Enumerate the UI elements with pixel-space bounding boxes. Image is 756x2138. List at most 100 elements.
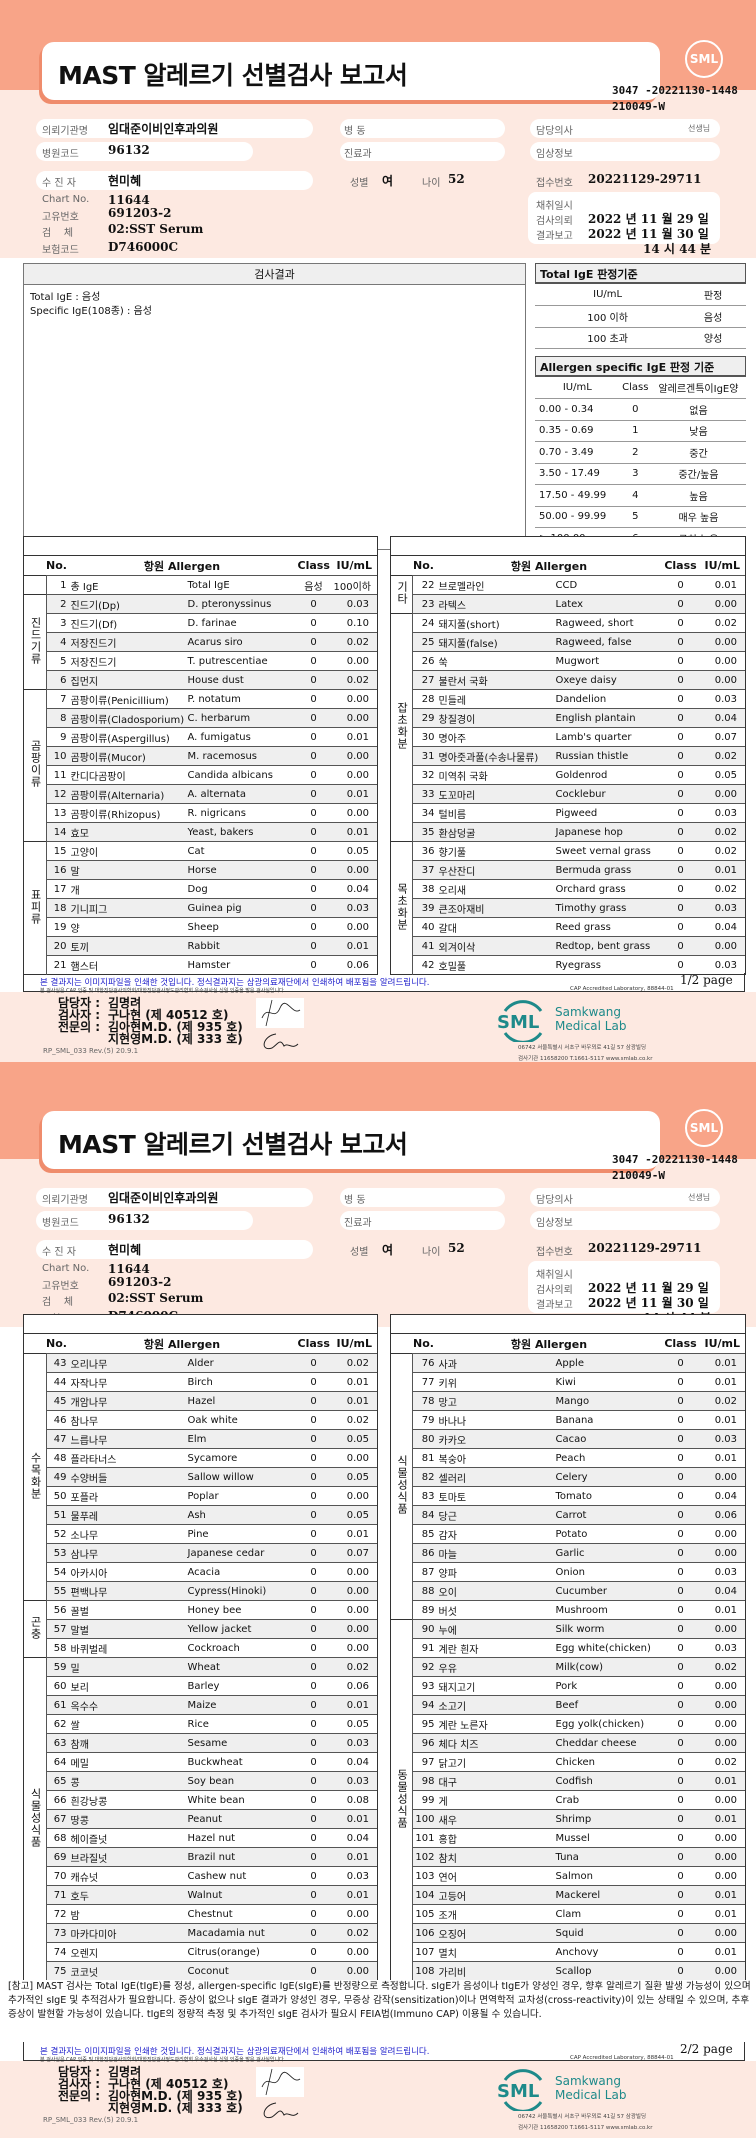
allergen-iu: 0.00 <box>331 708 379 728</box>
page-number: 1/2 page <box>680 973 733 987</box>
allergen-name-en: Maize <box>183 1695 296 1715</box>
allergen-iu: 0.02 <box>699 613 747 633</box>
table-row: 54 아카시아 Acacia 0 0.00 <box>24 1562 379 1582</box>
allergen-name-ko: 멸치 <box>436 1942 552 1962</box>
allergen-name-en: Mushroom <box>551 1600 662 1620</box>
allergen-class: 0 <box>295 594 332 614</box>
table-row: 17 개 Dog 0 0.04 <box>24 879 379 899</box>
table-row: 94 소고기 Beef 0 0.00 <box>391 1695 747 1715</box>
allergen-name-en: Acarus siro <box>183 632 296 652</box>
table-row: 28 민들레 Dandelion 0 0.03 <box>391 689 747 709</box>
criteria-header: IU/mL <box>535 377 620 399</box>
column-header-allergen: 항원 Allergen <box>436 1333 662 1354</box>
allergen-no: 51 <box>46 1505 69 1525</box>
allergen-iu: 0.01 <box>331 727 379 747</box>
allergen-name-ko: 오리새 <box>436 879 552 899</box>
allergen-no: 19 <box>46 917 69 937</box>
allergen-no: 65 <box>46 1771 69 1791</box>
table-row: 99 게 Crab 0 0.00 <box>391 1790 747 1810</box>
table-row: 74 오렌지 Citrus(orange) 0 0.00 <box>24 1942 379 1962</box>
allergen-iu: 0.02 <box>331 1353 379 1373</box>
print-notice: 본 결과지는 이미지파일을 인쇄한 것입니다. 정식결과지는 삼광의료재단에서 … <box>40 978 430 988</box>
allergen-name-en: Pigweed <box>551 803 662 823</box>
table-row: 103 연어 Salmon 0 0.00 <box>391 1866 747 1886</box>
allergen-class: 0 <box>661 1372 700 1392</box>
allergen-iu: 0.00 <box>699 1714 747 1734</box>
table-row: 53 삼나무 Japanese cedar 0 0.07 <box>24 1543 379 1563</box>
allergen-name-en: T. putrescentiae <box>183 651 296 671</box>
allergen-name-en: Kiwi <box>551 1372 662 1392</box>
allergen-class: 0 <box>295 1448 332 1468</box>
allergen-name-en: Sallow willow <box>183 1467 296 1487</box>
allergen-name-ko: 고등어 <box>436 1885 552 1905</box>
table-row: 75 코코넛 Coconut 0 0.00 <box>24 1961 379 1981</box>
allergen-class: 0 <box>661 746 700 766</box>
allergen-iu: 0.01 <box>331 1809 379 1829</box>
allergen-no: 40 <box>412 917 437 937</box>
allergen-class: 0 <box>661 1638 700 1658</box>
allergen-name-en: Birch <box>183 1372 296 1392</box>
lab-name-line1: Samkwang <box>555 1005 621 1019</box>
allergen-iu: 0.02 <box>331 632 379 652</box>
allergen-no: 32 <box>412 765 437 785</box>
allergen-iu: 0.02 <box>331 1410 379 1430</box>
sex-label: 성별 <box>350 178 369 189</box>
allergen-name-en: Chestnut <box>183 1904 296 1924</box>
allergen-class: 0 <box>295 651 332 671</box>
allergen-class: 0 <box>661 1790 700 1810</box>
allergen-name-en: Russian thistle <box>551 746 662 766</box>
ward-field <box>340 119 505 138</box>
allergen-iu: 0.00 <box>699 1790 747 1810</box>
allergen-no: 7 <box>46 689 69 709</box>
allergen-iu: 0.01 <box>331 1695 379 1715</box>
allergen-iu: 0.07 <box>699 727 747 747</box>
allergen-iu: 0.00 <box>699 1828 747 1848</box>
allergen-iu: 0.06 <box>331 955 379 975</box>
table-top-bar <box>23 536 378 556</box>
table-row: 102 참치 Tuna 0 0.00 <box>391 1847 747 1867</box>
criteria-cell: 1 <box>619 420 651 442</box>
allergen-no: 45 <box>46 1391 69 1411</box>
allergen-no: 24 <box>412 613 437 633</box>
allergen-no: 16 <box>46 860 69 880</box>
staff-label: 담당자 : <box>58 2065 101 2079</box>
allergen-class: 0 <box>661 613 700 633</box>
table-row: 81 복숭아 Peach 0 0.01 <box>391 1448 747 1468</box>
allergen-name-ko: 집먼지 <box>68 670 184 690</box>
chart-no-value: 11644 <box>108 1262 150 1276</box>
allergen-name-en: Tuna <box>551 1847 662 1867</box>
allergen-no: 72 <box>46 1904 69 1924</box>
receipt-label: 접수번호 <box>536 178 573 189</box>
allergen-class: 0 <box>295 1714 332 1734</box>
allergen-name-en: Buckwheat <box>183 1752 296 1772</box>
allergen-name-ko: 새우 <box>436 1809 552 1829</box>
form-code: RP_SML_033 Rev.(5) 20.9.1 <box>43 1047 139 1055</box>
allergen-iu: 0.00 <box>699 1467 747 1487</box>
allergen-no: 107 <box>412 1942 437 1962</box>
criteria-cell: 매우 높음 <box>650 506 746 528</box>
allergen-name-en: Celery <box>551 1467 662 1487</box>
ward-label: 병 동 <box>344 1195 366 1206</box>
specialist-name-1: 김아현M.D. (제 935 호) <box>108 2089 243 2103</box>
reported-label: 결과보고 <box>536 1300 573 1311</box>
allergen-class: 0 <box>295 1809 332 1829</box>
report-title: MAST 알레르기 선별검사 보고서 <box>58 61 408 90</box>
column-header-class: Class <box>661 1333 700 1354</box>
allergen-class: 0 <box>661 1714 700 1734</box>
criteria-cell: 100 이하 <box>535 305 681 328</box>
table-row: 60 보리 Barley 0 0.06 <box>24 1676 379 1696</box>
doctor-suffix: 선생님 <box>688 1193 711 1202</box>
allergen-class: 0 <box>295 1467 332 1487</box>
allergen-no: 9 <box>46 727 69 747</box>
patient-field <box>36 171 313 190</box>
category-cell: 곤충 <box>23 1600 47 1658</box>
criteria-cell: 17.50 - 49.99 <box>535 484 620 507</box>
table-row: 21 햄스터 Hamster 0 0.06 <box>24 955 379 975</box>
allergen-name-en: D. pteronyssinus <box>183 594 296 614</box>
allergen-table-left: No. 항원 Allergen Class IU/mL 수목화분 43 오리나무 Alder 0… <box>23 1314 379 1981</box>
allergen-no: 27 <box>412 670 437 690</box>
allergen-iu: 0.06 <box>699 1505 747 1525</box>
allergen-name-ko: 오렌지 <box>68 1942 184 1962</box>
allergen-class: 0 <box>661 1733 700 1753</box>
allergen-no: 98 <box>412 1771 437 1791</box>
